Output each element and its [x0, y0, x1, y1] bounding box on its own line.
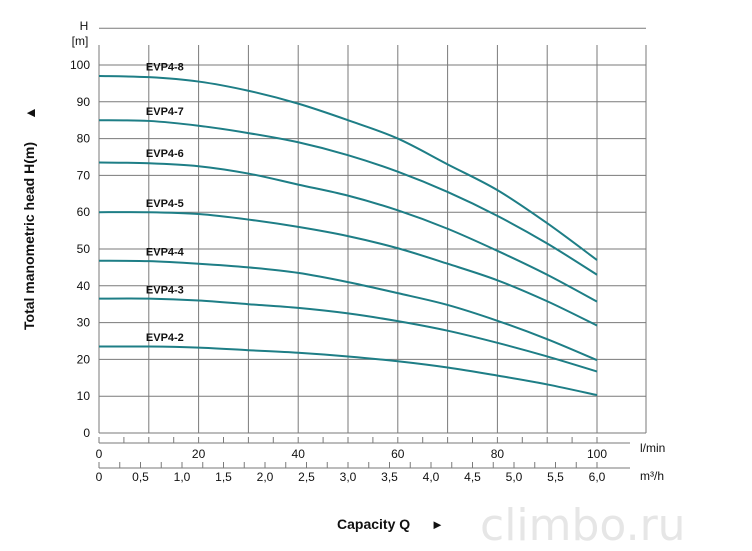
x-secondary-tick-label: 0 — [96, 470, 103, 484]
x-primary-tick-label: 40 — [292, 447, 306, 461]
x-primary-tick-label: 100 — [587, 447, 607, 461]
x-secondary-tick-label: 5,5 — [547, 470, 564, 484]
series-label-evp4-4: EVP4-4 — [146, 246, 185, 258]
x-secondary-tick-label: 4,5 — [464, 470, 481, 484]
series-label-evp4-5: EVP4-5 — [146, 198, 184, 210]
series-curve-evp4-2 — [98, 345, 598, 397]
y-tick-label: 70 — [77, 168, 91, 182]
y-axis-top-label: H — [80, 19, 89, 33]
y-axis-ticks: 0 10 20 30 40 50 60 70 80 90 100 — [70, 58, 90, 440]
x-axis-secondary-unit: m³/h — [640, 469, 664, 483]
series-label-evp4-8: EVP4-8 — [146, 62, 184, 74]
x-axis-primary-ticks: 0 20 40 60 80 100 — [96, 437, 630, 461]
series-curve-evp4-8 — [98, 75, 598, 261]
x-secondary-tick-label: 5,0 — [506, 470, 523, 484]
x-primary-tick-label: 0 — [96, 447, 103, 461]
series-curve-evp4-5 — [98, 211, 598, 327]
y-tick-label: 40 — [77, 279, 91, 293]
y-tick-label: 100 — [70, 58, 90, 72]
series-label-evp4-2: EVP4-2 — [146, 332, 184, 344]
x-axis-primary-unit: l/min — [640, 441, 665, 455]
y-tick-label: 80 — [77, 132, 91, 146]
series-curve-evp4-3 — [98, 297, 598, 373]
series-curves — [98, 75, 598, 397]
x-secondary-tick-label: 6,0 — [589, 470, 606, 484]
x-secondary-tick-label: 0,5 — [132, 470, 149, 484]
x-primary-tick-label: 20 — [192, 447, 206, 461]
y-tick-label: 20 — [77, 352, 91, 366]
y-tick-label: 0 — [83, 426, 90, 440]
x-secondary-tick-label: 1,5 — [215, 470, 232, 484]
x-primary-tick-label: 80 — [491, 447, 505, 461]
y-axis-title-group: H [m] Total manometric head H(m) ▲ — [21, 19, 88, 330]
grid — [98, 27, 647, 434]
series-curve-evp4-6 — [98, 161, 598, 303]
x-secondary-tick-label: 2,5 — [298, 470, 315, 484]
x-axis-title: Capacity Q — [337, 516, 410, 532]
series-label-evp4-3: EVP4-3 — [146, 284, 184, 296]
x-primary-tick-label: 60 — [391, 447, 405, 461]
x-secondary-tick-label: 4,0 — [423, 470, 440, 484]
y-tick-label: 30 — [77, 316, 91, 330]
y-axis-title: Total manometric head H(m) — [21, 142, 37, 330]
y-axis-top-unit: [m] — [72, 34, 89, 48]
x-secondary-tick-label: 2,0 — [257, 470, 274, 484]
x-axis-title-arrow: ► — [431, 517, 444, 532]
series-labels: EVP4-8 EVP4-7 EVP4-6 EVP4-5 EVP4-4 EVP4-3 EVP4… — [146, 62, 185, 344]
series-curve-evp4-4 — [98, 259, 598, 362]
y-tick-label: 10 — [77, 389, 91, 403]
y-tick-label: 60 — [77, 205, 91, 219]
series-label-evp4-6: EVP4-6 — [146, 148, 184, 160]
y-axis-arrow: ▲ — [22, 106, 38, 120]
x-secondary-tick-label: 3,0 — [340, 470, 357, 484]
series-label-evp4-7: EVP4-7 — [146, 106, 184, 118]
x-secondary-tick-label: 3,5 — [381, 470, 398, 484]
x-axis-secondary-ticks: 0 0,5 1,0 1,5 2,0 2,5 3,0 3,5 4,0 4,5 5,0 5,5 6,0 — [96, 462, 630, 484]
series-curve-evp4-7 — [98, 119, 598, 276]
watermark: climbo.ru — [480, 500, 686, 551]
y-tick-label: 50 — [77, 242, 91, 256]
y-tick-label: 90 — [77, 95, 91, 109]
x-secondary-tick-label: 1,0 — [174, 470, 191, 484]
